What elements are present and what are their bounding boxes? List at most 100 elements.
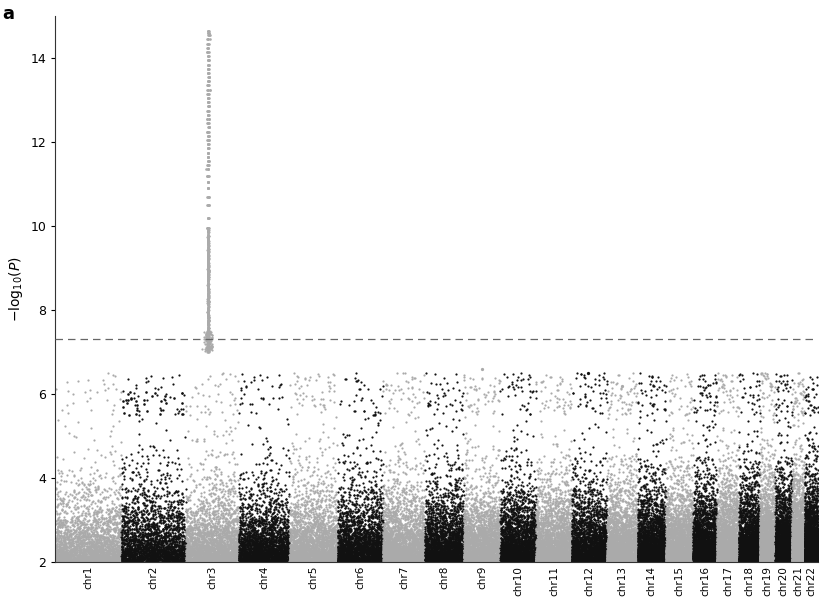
Point [53,540,66,549]
Point [764,547,777,557]
Point [515,545,528,554]
Point [491,541,504,551]
Point [713,556,726,566]
Point [671,557,684,566]
Point [214,556,228,566]
Point [675,557,688,566]
Point [493,543,506,553]
Point [672,541,686,551]
Point [772,543,785,553]
Point [601,526,615,535]
Point [422,542,436,552]
Point [356,545,369,555]
Point [174,545,187,554]
Point [201,251,214,260]
Point [317,528,330,538]
Point [644,500,657,510]
Point [487,543,500,553]
Point [785,520,799,530]
Point [70,541,83,551]
Point [716,520,729,529]
Point [582,552,595,562]
Point [689,535,702,545]
Point [689,557,702,567]
Point [91,537,104,546]
Point [253,549,266,559]
Point [116,557,130,566]
Point [257,547,271,557]
Point [316,548,329,558]
Point [784,524,797,534]
Point [694,557,707,567]
Point [796,542,809,552]
Point [309,547,323,557]
Point [584,517,597,527]
Point [596,541,610,551]
Point [345,530,358,540]
Point [782,545,795,555]
Point [539,555,552,564]
Point [785,544,798,554]
Point [205,529,219,538]
Point [765,551,778,561]
Point [749,528,762,537]
Point [624,546,637,556]
Point [472,510,485,520]
Point [290,550,303,560]
Point [62,408,75,417]
Point [746,532,759,542]
Point [730,555,743,565]
Point [474,535,488,545]
Point [260,526,273,536]
Point [268,555,281,564]
Point [458,510,471,520]
Point [480,541,493,551]
Point [761,535,774,545]
Point [717,554,730,564]
Point [728,506,742,516]
Point [51,555,64,565]
Point [610,551,623,561]
Point [263,552,276,562]
Point [116,528,129,537]
Point [515,554,528,564]
Point [657,551,670,561]
Point [650,500,663,510]
Point [727,544,740,554]
Point [293,542,306,552]
Point [792,378,805,388]
Point [180,542,193,552]
Point [262,546,275,555]
Point [229,548,242,557]
Point [776,464,789,473]
Point [695,555,708,564]
Point [809,557,823,566]
Point [800,554,813,563]
Point [419,554,432,563]
Point [200,542,214,552]
Point [769,531,782,540]
Point [601,556,615,566]
Point [553,541,566,551]
Point [266,517,279,527]
Point [766,540,779,549]
Point [287,530,300,540]
Point [705,552,719,561]
Point [768,556,781,566]
Point [790,518,803,528]
Point [803,534,816,543]
Point [725,543,738,553]
Point [805,540,818,549]
Point [376,495,389,505]
Point [785,549,799,558]
Point [634,507,647,517]
Point [338,540,351,550]
Point [741,535,754,545]
Point [680,554,693,564]
Point [590,548,603,558]
Point [436,556,449,566]
Point [270,532,283,542]
Point [752,551,766,560]
Point [507,534,520,543]
Point [360,536,373,546]
